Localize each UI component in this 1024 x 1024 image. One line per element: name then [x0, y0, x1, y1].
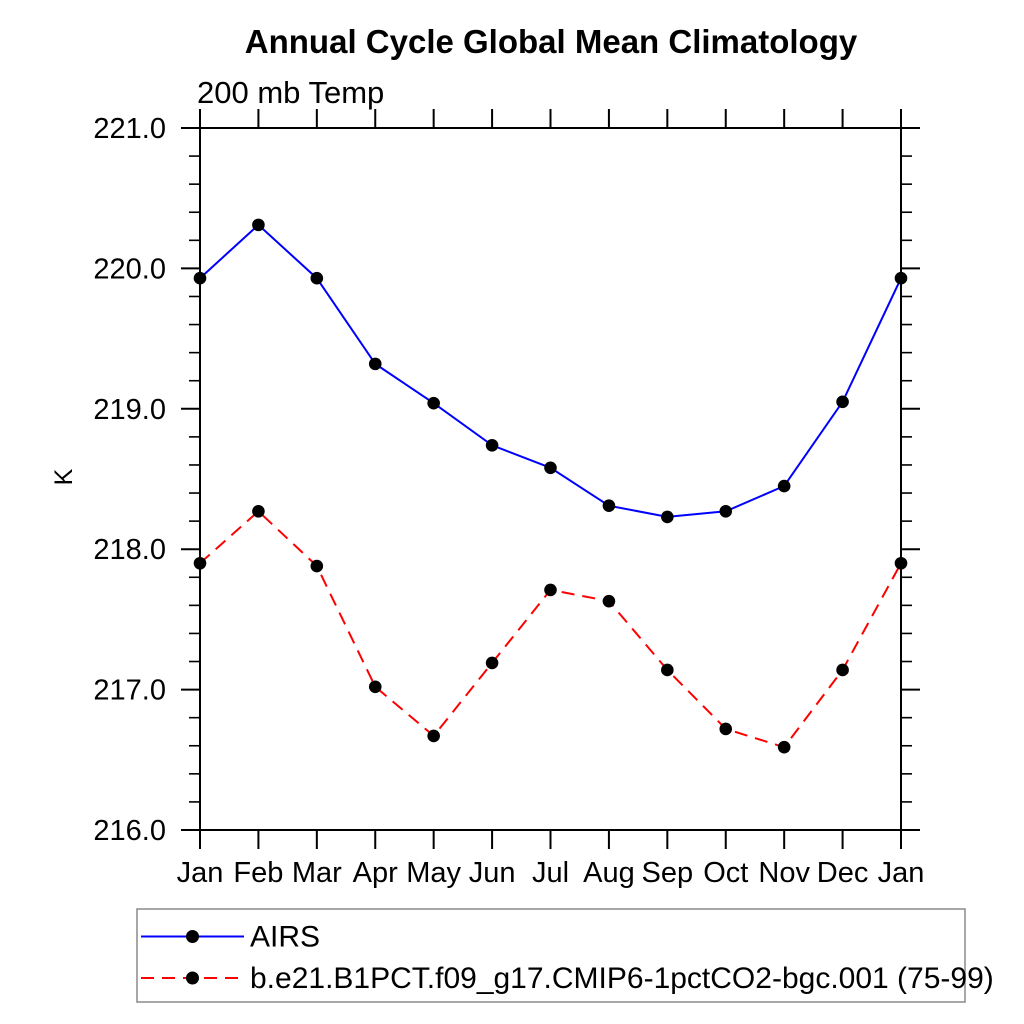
- model-series-line: [199, 509, 902, 749]
- data-point-marker: [661, 663, 674, 677]
- data-point-marker: [894, 556, 908, 570]
- legend-label: b.e21.B1PCT.f09_g17.CMIP6-1pctCO2-bgc.00…: [250, 962, 994, 995]
- y-tick-label: 218.0: [93, 534, 166, 566]
- data-point-marker: [836, 663, 849, 677]
- x-tick-label: Oct: [703, 857, 748, 889]
- data-point-marker: [427, 729, 440, 743]
- data-point-marker: [193, 556, 207, 570]
- plot-frame: [199, 127, 902, 831]
- data-point-marker: [310, 271, 324, 285]
- data-point-marker: [252, 504, 265, 518]
- data-point-marker: [310, 559, 324, 573]
- y-tick-label: 219.0: [93, 394, 166, 426]
- data-point-marker: [544, 461, 557, 475]
- x-tick-label: Nov: [758, 857, 810, 889]
- legend-label: AIRS: [250, 921, 320, 954]
- data-point-marker: [661, 510, 674, 524]
- chart-subtitle: 200 mb Temp: [197, 75, 384, 110]
- chart-title: Annual Cycle Global Mean Climatology: [245, 23, 858, 60]
- legend-box: [136, 908, 966, 1003]
- data-series: [193, 218, 908, 754]
- data-point-marker: [719, 504, 733, 518]
- data-point-marker: [193, 271, 207, 285]
- x-tick-label: Jun: [469, 857, 516, 889]
- axis-ticks: [181, 109, 920, 849]
- data-point-marker: [368, 680, 382, 694]
- data-point-marker: [368, 357, 382, 371]
- legend-marker: [186, 930, 199, 943]
- x-tick-label: Sep: [642, 857, 694, 889]
- data-point-marker: [602, 594, 616, 608]
- legend: AIRS b.e21.B1PCT.f09_g17.CMIP6-1pctCO2-bg…: [136, 908, 994, 1003]
- data-point-marker: [777, 740, 791, 754]
- x-tick-label: Feb: [233, 857, 283, 889]
- x-tick-label: Jul: [532, 857, 569, 889]
- data-point-marker: [719, 722, 733, 736]
- x-tick-label: May: [406, 857, 461, 889]
- data-point-marker: [485, 656, 499, 670]
- data-point-marker: [544, 583, 557, 597]
- data-point-marker: [485, 439, 499, 452]
- y-tick-label: 221.0: [93, 113, 166, 145]
- data-point-marker: [777, 479, 791, 493]
- y-tick-label: 220.0: [93, 253, 166, 285]
- y-tick-label: 216.0: [93, 815, 166, 847]
- y-tick-label: 217.0: [93, 675, 166, 707]
- x-tick-label: Mar: [292, 857, 342, 889]
- data-point-marker: [252, 218, 265, 232]
- x-tick-label: Dec: [817, 857, 869, 889]
- data-point-marker: [836, 395, 849, 409]
- data-point-marker: [602, 499, 616, 512]
- x-tick-label: Jan: [177, 857, 224, 889]
- data-point-marker: [427, 396, 440, 410]
- y-axis-label: K: [50, 468, 78, 485]
- legend-marker: [186, 971, 199, 985]
- x-tick-label: Jan: [878, 857, 925, 889]
- axis-tick-labels: 216.0 217.0 218.0 219.0 220.0 221.0 Jan Feb Mar A…: [93, 113, 924, 889]
- x-tick-label: Aug: [583, 857, 635, 889]
- x-tick-label: Apr: [353, 857, 398, 889]
- data-point-marker: [894, 271, 908, 285]
